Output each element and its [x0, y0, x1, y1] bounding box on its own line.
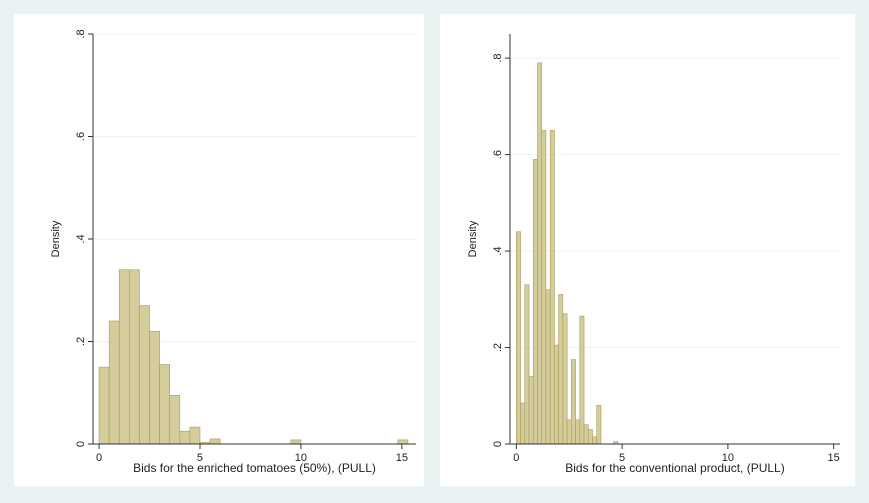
- histogram-bar: [189, 426, 201, 445]
- histogram-bar: [562, 313, 568, 445]
- y-tick-label: 0: [492, 441, 504, 447]
- histogram-bar: [524, 284, 530, 445]
- histogram-bar: [596, 405, 602, 445]
- y-tick-label: .8: [75, 29, 87, 38]
- histogram-bar: [169, 395, 181, 445]
- histogram-bar: [179, 430, 191, 445]
- histogram-bar: [108, 320, 120, 445]
- histogram-bar: [520, 402, 526, 445]
- histogram-bar: [537, 62, 543, 445]
- y-axis-title: Density: [50, 220, 62, 257]
- x-axis-title: Bids for the conventional product, (PULL…: [565, 461, 784, 475]
- histogram-panel-enriched: 0 .2 .4 .6 .8 0 5 10 15 Density Bids for the enric…: [14, 14, 424, 486]
- histogram-bar: [541, 130, 547, 445]
- histogram-bar: [209, 438, 221, 445]
- x-tick-label: 5: [197, 452, 203, 464]
- histogram-bar: [583, 424, 589, 445]
- x-tick-label: 15: [396, 452, 408, 464]
- y-tick-label: .6: [492, 150, 504, 159]
- histogram-bar: [592, 436, 598, 445]
- histogram-enriched: 0 .2 .4 .6 .8 0 5 10 15 Density Bids for the enric…: [50, 29, 416, 475]
- histogram-bar: [549, 130, 555, 445]
- x-tick-label: 10: [722, 452, 734, 464]
- histogram-bar: [528, 376, 534, 445]
- histogram-bar: [587, 429, 593, 445]
- histogram-bar: [545, 289, 551, 445]
- y-tick-label: .8: [492, 54, 504, 63]
- histogram-bar: [579, 315, 585, 445]
- x-tick-label: 5: [619, 452, 625, 464]
- y-tick-label: 0: [75, 441, 87, 447]
- histogram-bar: [554, 344, 559, 445]
- y-tick-label: .4: [492, 246, 504, 255]
- histogram-bar: [159, 364, 171, 445]
- x-tick-label: 15: [828, 452, 840, 464]
- histogram-bar: [558, 294, 564, 445]
- x-axis-title: Bids for the enriched tomatoes (50%), (P…: [133, 461, 376, 475]
- histogram-bar: [571, 359, 576, 445]
- histogram-bar: [397, 439, 409, 445]
- y-axis-title: Density: [467, 220, 479, 257]
- histogram-bar: [139, 305, 150, 445]
- histogram-bar: [118, 269, 130, 445]
- histogram-conventional: 0 .2 .4 .6 .8 0 5 10 15 Density Bids for the conve…: [467, 34, 840, 475]
- y-tick-label: .2: [492, 343, 504, 352]
- histogram-bar: [532, 159, 538, 445]
- histogram-bar: [98, 366, 110, 445]
- x-tick-label: 0: [513, 452, 519, 464]
- histogram-bar: [149, 330, 160, 445]
- x-tick-label: 0: [96, 452, 102, 464]
- y-tick-label: .6: [75, 132, 87, 141]
- y-tick-label: .2: [75, 337, 87, 346]
- histogram-bar: [290, 439, 302, 445]
- histogram-bar: [566, 419, 572, 445]
- x-tick-label: 10: [295, 452, 307, 464]
- histogram-bar: [129, 269, 140, 445]
- histogram-panel-conventional: 0 .2 .4 .6 .8 0 5 10 15 Density Bids for the conve…: [440, 14, 855, 486]
- histogram-bar: [575, 419, 581, 445]
- y-tick-label: .4: [75, 234, 87, 243]
- histogram-bar: [516, 231, 521, 445]
